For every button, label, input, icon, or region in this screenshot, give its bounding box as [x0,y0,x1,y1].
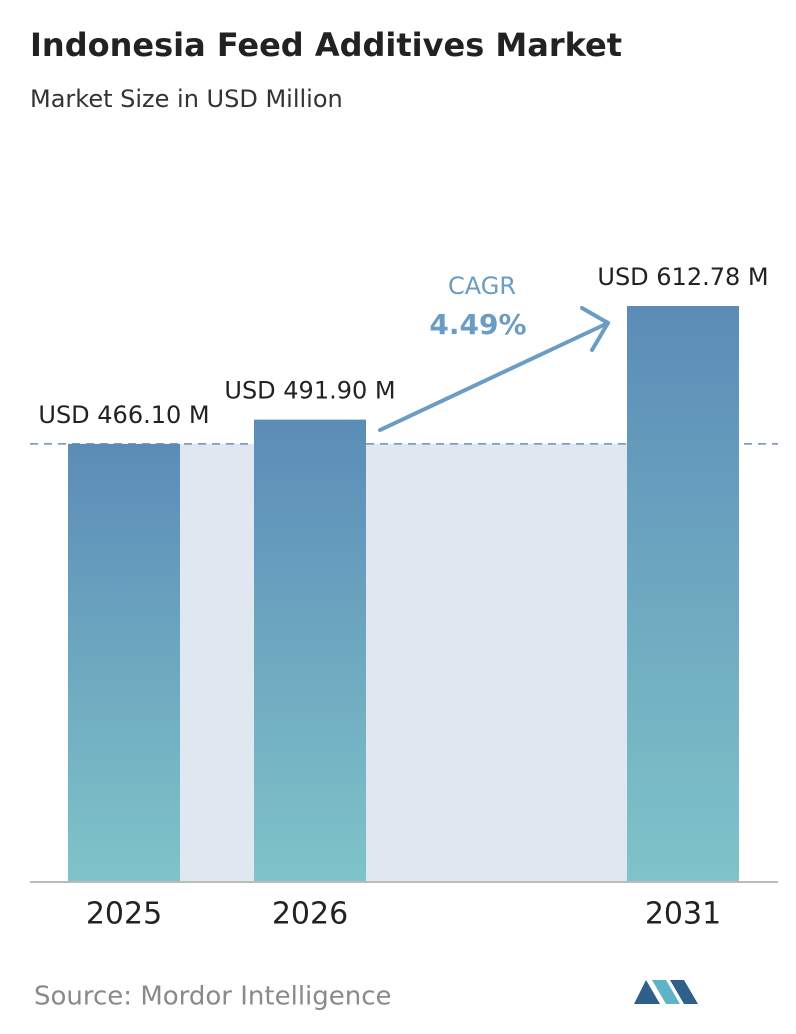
logo [634,980,698,1004]
value-label: USD 612.78 M [597,263,768,291]
chart-title: Indonesia Feed Additives Market [30,26,622,64]
bar [254,419,366,882]
source: Source: Mordor Intelligence [34,982,392,1012]
x-tick-label: 2026 [272,897,348,932]
bar [68,443,180,882]
value-label: USD 466.10 M [38,401,209,429]
bar [627,306,739,882]
cagr-label: CAGR [448,272,516,300]
value-label: USD 491.90 M [224,377,395,405]
cagr-arrow [378,306,610,432]
x-tick-label: 2031 [645,897,721,932]
cagr-value: 4.49% [429,308,526,341]
x-tick-label: 2025 [86,897,162,932]
plot: USD 466.10 M 2025 USD 491.90 M 2026 USD 612.… [30,263,778,932]
chart-subtitle: Market Size in USD Million [30,85,343,113]
